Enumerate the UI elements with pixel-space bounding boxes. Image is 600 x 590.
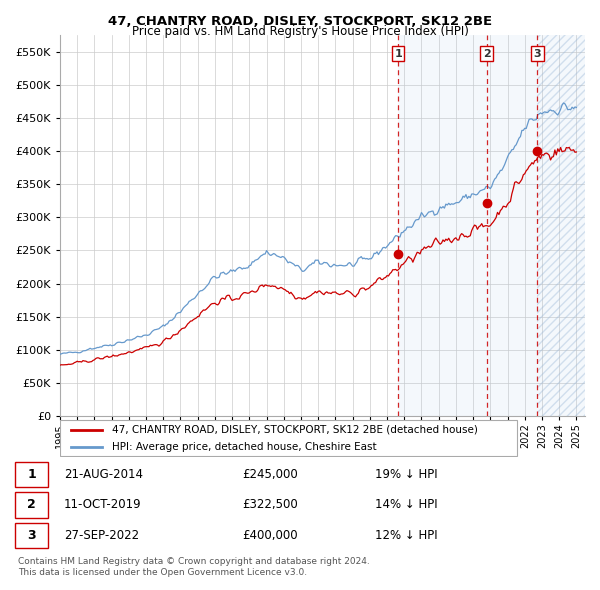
Text: Price paid vs. HM Land Registry's House Price Index (HPI): Price paid vs. HM Land Registry's House …	[131, 25, 469, 38]
Text: 47, CHANTRY ROAD, DISLEY, STOCKPORT, SK12 2BE: 47, CHANTRY ROAD, DISLEY, STOCKPORT, SK1…	[108, 15, 492, 28]
Text: 27-SEP-2022: 27-SEP-2022	[64, 529, 139, 542]
Bar	[60, 419, 517, 457]
Text: 12% ↓ HPI: 12% ↓ HPI	[375, 529, 437, 542]
Text: £400,000: £400,000	[242, 529, 298, 542]
Text: 3: 3	[533, 49, 541, 59]
Bar	[15, 462, 48, 487]
Text: 11-OCT-2019: 11-OCT-2019	[64, 498, 142, 511]
Text: £245,000: £245,000	[242, 467, 298, 481]
Text: Contains HM Land Registry data © Crown copyright and database right 2024.
This d: Contains HM Land Registry data © Crown c…	[18, 558, 370, 577]
Text: 47, CHANTRY ROAD, DISLEY, STOCKPORT, SK12 2BE (detached house): 47, CHANTRY ROAD, DISLEY, STOCKPORT, SK1…	[113, 425, 478, 435]
Text: £322,500: £322,500	[242, 498, 298, 511]
Text: 3: 3	[27, 529, 36, 542]
Bar	[15, 492, 48, 518]
Text: 2: 2	[27, 498, 36, 511]
Text: 19% ↓ HPI: 19% ↓ HPI	[375, 467, 437, 481]
Bar	[398, 35, 585, 416]
Text: 1: 1	[394, 49, 402, 59]
Text: 14% ↓ HPI: 14% ↓ HPI	[375, 498, 437, 511]
Text: HPI: Average price, detached house, Cheshire East: HPI: Average price, detached house, Ches…	[113, 441, 377, 451]
Text: 1: 1	[27, 467, 36, 481]
Bar	[538, 35, 585, 416]
Text: 2: 2	[482, 49, 490, 59]
Text: 21-AUG-2014: 21-AUG-2014	[64, 467, 143, 481]
Bar	[538, 35, 585, 416]
Bar	[15, 523, 48, 548]
